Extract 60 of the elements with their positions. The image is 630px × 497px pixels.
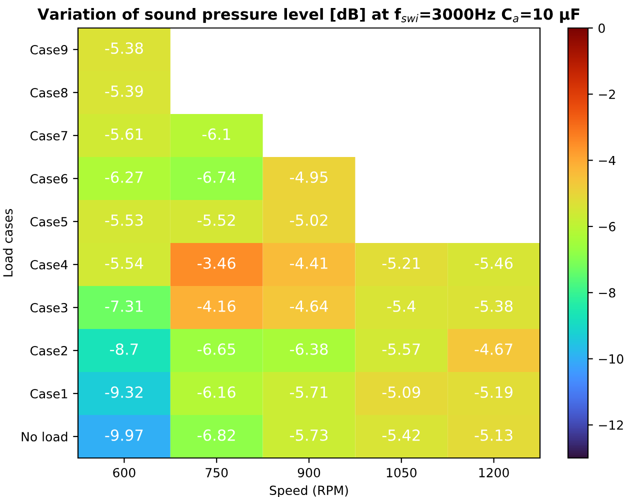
y-tick-label: Case2 (30, 346, 68, 356)
data-label: -5.61 (105, 128, 143, 140)
data-label: -5.73 (290, 429, 328, 441)
data-label: -5.38 (105, 42, 143, 54)
x-tick-label: 1050 (386, 468, 416, 478)
data-label: -4.95 (290, 171, 328, 183)
data-label: -9.97 (105, 429, 143, 441)
y-tick-label: Case8 (30, 88, 68, 98)
data-label: -6.65 (198, 343, 236, 355)
data-label: -6.1 (202, 128, 230, 140)
data-label: -5.46 (474, 257, 513, 269)
data-label: -6.16 (198, 386, 236, 398)
color-bar-label: 0 (598, 23, 605, 33)
x-tick-label: 1200 (479, 468, 509, 478)
data-label: -4.41 (290, 258, 328, 269)
y-tick-label: Case6 (30, 174, 68, 184)
x-axis-title: Speed (RPM) (270, 485, 348, 497)
data-label: -6.38 (290, 343, 328, 355)
data-label: -5.21 (382, 257, 420, 269)
data-label: -5.42 (382, 429, 420, 441)
x-tick-label: 750 (206, 468, 228, 478)
color-bar-label: −2 (599, 90, 615, 99)
data-label: -6.82 (198, 429, 235, 441)
data-label: -5.02 (290, 214, 328, 226)
data-label: -5.4 (387, 300, 416, 312)
data-label: -5.09 (382, 386, 420, 398)
data-label: -4.64 (290, 300, 328, 312)
data-label: -6.74 (198, 171, 236, 183)
data-label: -5.19 (474, 386, 512, 398)
data-label: -5.13 (474, 429, 512, 441)
data-label: -5.52 (198, 214, 235, 226)
data-label: -5.71 (290, 386, 328, 398)
data-label: -5.39 (105, 85, 143, 97)
data-label: -4.67 (474, 343, 512, 355)
y-tick-label: Case4 (30, 260, 68, 270)
data-label: -7.31 (105, 300, 143, 312)
data-label: -6.27 (105, 171, 143, 183)
color-bar-label: −6 (599, 222, 616, 232)
x-tick-label: 600 (113, 468, 136, 478)
color-bar-label: −8 (599, 288, 616, 298)
data-label: -5.38 (474, 300, 513, 312)
y-tick-label: Case1 (30, 388, 68, 398)
data-label: -5.57 (382, 344, 420, 355)
data-label: -4.16 (198, 300, 236, 312)
data-label: -8.7 (110, 343, 138, 355)
y-tick-label: Case7 (30, 130, 68, 140)
data-label: -5.53 (105, 214, 143, 226)
chart-title: Variation of sound pressure level [dB] at f$_{swi}$=3000Hz C$_{a}$=10 μF (38, 8, 580, 23)
y-axis-title: Load cases (2, 209, 13, 276)
data-label: -9.32 (105, 386, 142, 398)
color-bar-label: −12 (599, 420, 623, 430)
data-label: -5.54 (105, 258, 144, 269)
color-bar-label: −10 (599, 354, 624, 364)
data-label: -3.46 (198, 257, 236, 269)
color-bar-label: −4 (599, 156, 616, 166)
y-tick-label: No load (22, 432, 68, 442)
y-tick-label: Case9 (30, 44, 68, 54)
y-tick-label: Case3 (30, 302, 68, 312)
y-tick-label: Case5 (30, 216, 68, 226)
x-tick-label: 900 (298, 468, 320, 478)
